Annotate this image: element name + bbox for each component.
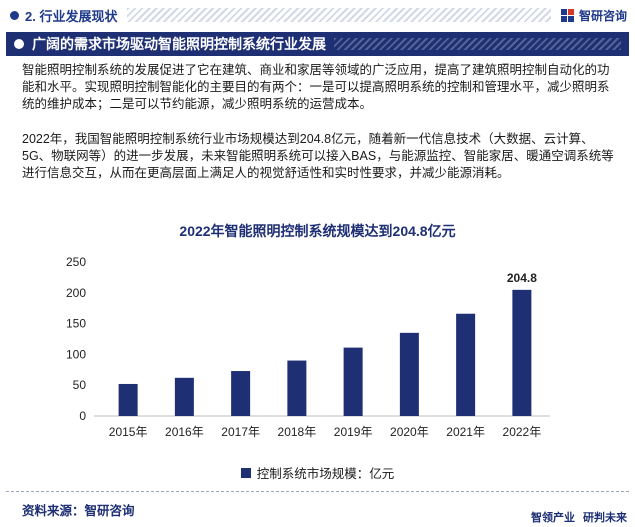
section-label: 2. 行业发展现状	[25, 8, 118, 24]
data-label: 204.8	[507, 271, 537, 285]
brand-logo: 智研咨询	[561, 7, 627, 24]
banner-stripes	[334, 38, 621, 50]
x-tick-label: 2018年	[278, 425, 317, 439]
y-tick-label: 100	[66, 347, 86, 361]
y-tick-label: 150	[66, 317, 86, 331]
bar	[231, 371, 251, 416]
brand-name: 智研咨询	[578, 8, 627, 23]
x-tick-label: 2022年	[503, 425, 542, 439]
banner-title: 广阔的需求市场驱动智能照明控制系统行业发展	[32, 36, 326, 52]
y-tick-label: 50	[73, 378, 87, 392]
legend-label: 控制系统市场规模：亿元	[256, 467, 395, 481]
bar	[174, 377, 194, 416]
chart-legend: 控制系统市场规模：亿元	[0, 463, 635, 482]
x-tick-label: 2015年	[109, 425, 148, 439]
x-tick-label: 2020年	[390, 425, 429, 439]
bar	[287, 360, 307, 416]
bar	[399, 332, 419, 416]
bar	[118, 383, 138, 416]
body-paragraph-1: 智能照明控制系统的发展促进了它在建筑、商业和家居等领域的广泛应用，提高了建筑照明…	[22, 63, 610, 111]
bar-chart: 0 50 100 150 200 250 2015年 2016年 2017年 2018年 2019年…	[66, 255, 550, 439]
title-banner: 广阔的需求市场驱动智能照明控制系统行业发展	[6, 32, 629, 56]
x-tick-label: 2021年	[446, 425, 485, 439]
footer-slogan-left: 智领产业	[531, 512, 575, 524]
bar	[343, 347, 363, 416]
y-tick-label: 0	[79, 409, 86, 423]
body-paragraph-2: 2022年，我国智能照明控制系统行业市场规模达到204.8亿元，随着新一代信息技…	[22, 132, 614, 180]
bar	[456, 313, 476, 416]
brand-logo-icon	[561, 8, 575, 22]
top-bar: 2. 行业发展现状 智研咨询	[0, 0, 635, 30]
footer-slogan-right: 研判未来	[583, 512, 627, 524]
section-bullet-icon	[10, 10, 19, 20]
y-tick-label: 200	[66, 286, 86, 300]
legend-swatch	[240, 467, 251, 478]
bar	[512, 289, 532, 416]
decorative-stripes	[127, 8, 551, 22]
y-tick-label: 250	[66, 255, 86, 269]
x-tick-label: 2017年	[221, 425, 260, 439]
source-note: 资料来源：智研咨询	[22, 504, 135, 518]
footer-divider	[6, 491, 629, 492]
x-tick-label: 2019年	[334, 425, 373, 439]
chart-title: 2022年智能照明控制系统规模达到204.8亿元	[179, 223, 456, 239]
footer-slogan: 智领产业 研判未来	[531, 509, 627, 525]
banner-bullet-icon	[14, 39, 24, 49]
x-tick-label: 2016年	[165, 425, 204, 439]
